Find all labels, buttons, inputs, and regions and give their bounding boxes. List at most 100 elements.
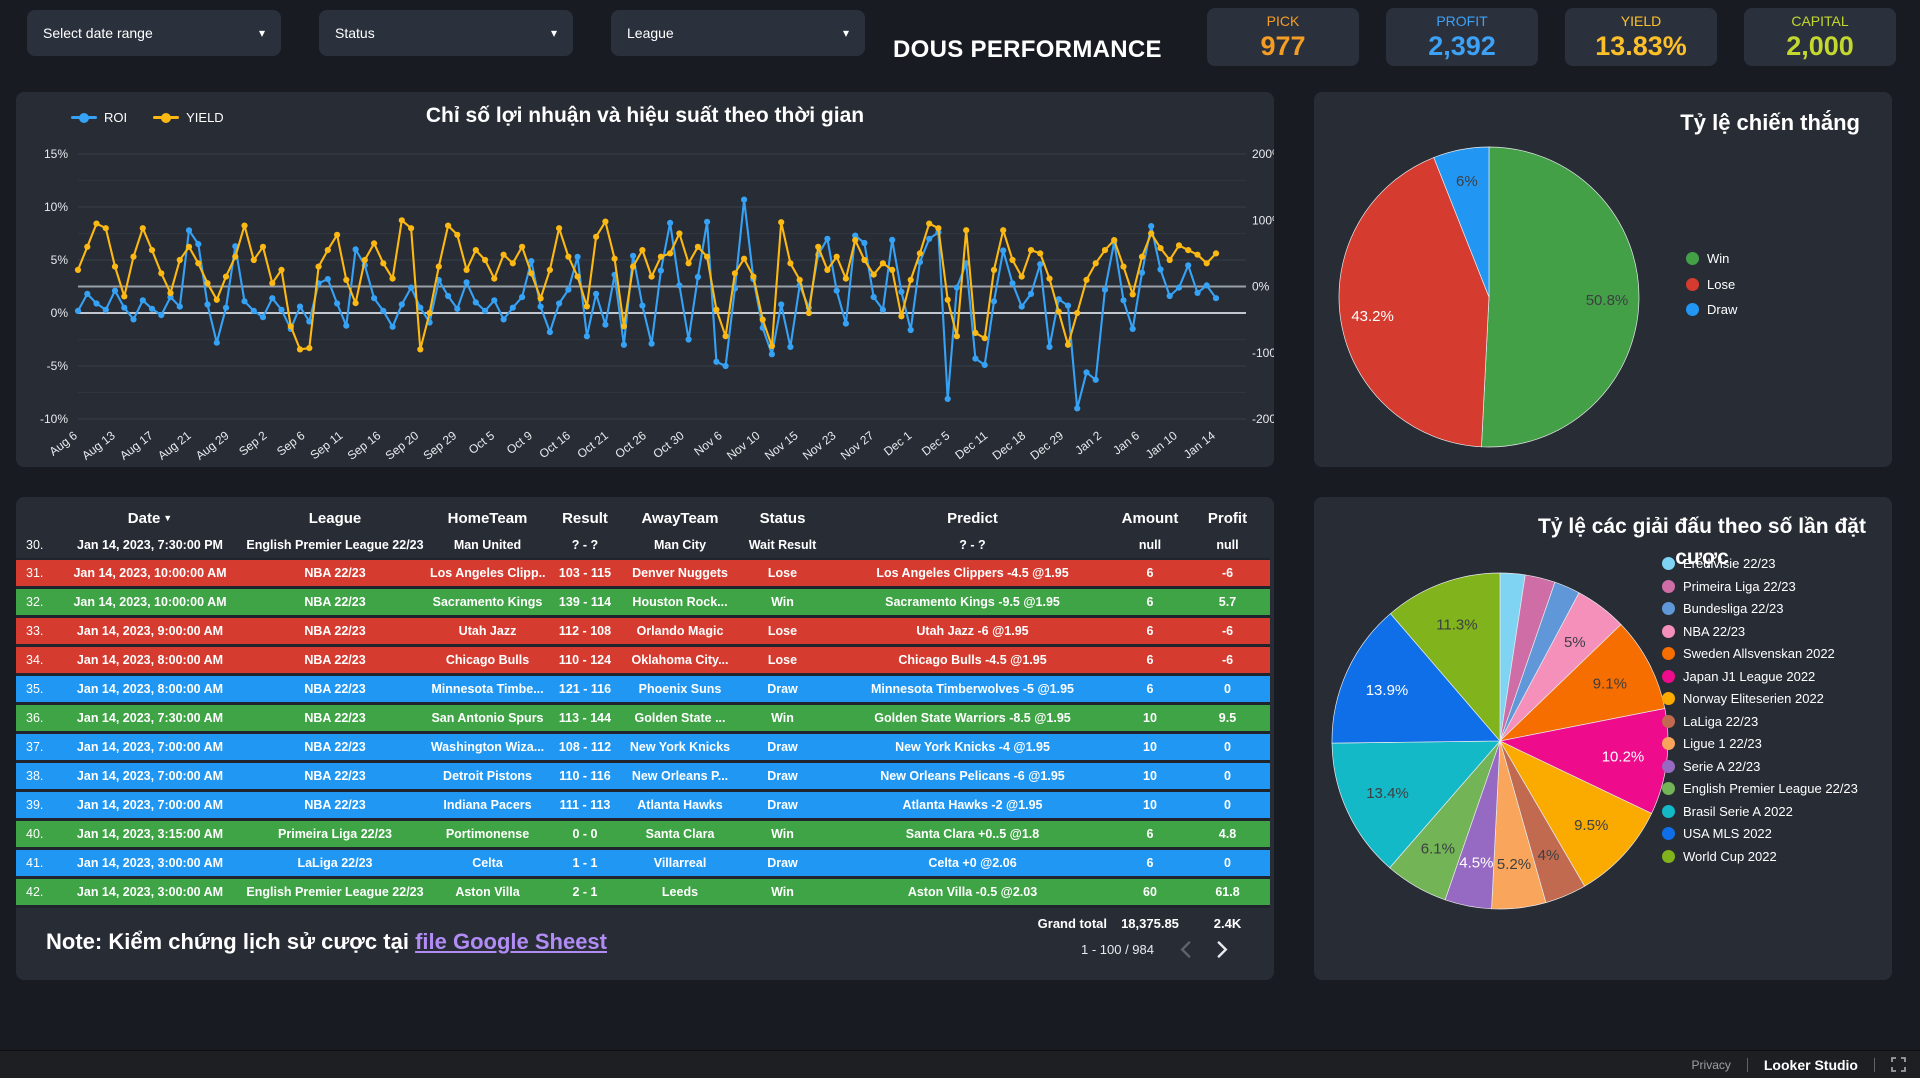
- pie-slice-usa-mls-2022[interactable]: [1331, 613, 1501, 744]
- table-header: Date ▼ League HomeTeam Result AwayTeam St…: [16, 497, 1270, 531]
- legend-dot: [1662, 804, 1675, 818]
- legend-item-english-premier-league-22-23[interactable]: English Premier League 22/23: [1662, 780, 1874, 798]
- table-row-33[interactable]: 33. Jan 14, 2023, 9:00:00 AM NBA 22/23 Utah…: [16, 618, 1270, 647]
- table-row-35[interactable]: 35. Jan 14, 2023, 8:00:00 AM NBA 22/23 Minn…: [16, 676, 1270, 705]
- column-header-date[interactable]: Date ▼: [127, 509, 173, 527]
- legend-item-win[interactable]: Win: [1686, 250, 1737, 268]
- table-row-32[interactable]: 32. Jan 14, 2023, 10:00:00 AM NBA 22/23 Sac…: [16, 589, 1270, 618]
- legend-item-serie-a-22-23[interactable]: Serie A 22/23: [1662, 758, 1874, 776]
- previous-page-button[interactable]: [1180, 941, 1191, 958]
- legend-item-usa-mls-2022[interactable]: USA MLS 2022: [1662, 825, 1874, 843]
- roi-series[interactable]: [74, 196, 1220, 412]
- pie-data-label: 13.9%: [1366, 682, 1409, 699]
- legend-item-roi[interactable]: ROI: [71, 110, 127, 125]
- legend-item-eredivisie-22-23[interactable]: Eredivisie 22/23: [1662, 555, 1874, 573]
- yield-series[interactable]: [74, 217, 1220, 353]
- left-axis-tick: -5%: [47, 359, 69, 373]
- win-rate-panel: Tỷ lệ chiến thắng 50.8% 43.2% 6% Win Lose Dr…: [1314, 92, 1892, 467]
- next-page-button[interactable]: [1217, 941, 1228, 958]
- cell-result: 108 - 112: [558, 740, 612, 754]
- date-range-filter[interactable]: Select date range ▾: [27, 10, 281, 56]
- legend-item-primeira-liga-22-23[interactable]: Primeira Liga 22/23: [1662, 578, 1874, 596]
- legend-dot: [1662, 647, 1675, 660]
- google-sheet-link[interactable]: file Google Sheest: [415, 929, 607, 954]
- table-row-36[interactable]: 36. Jan 14, 2023, 7:30:00 AM NBA 22/23 San …: [16, 705, 1270, 734]
- looker-studio-logo[interactable]: Looker Studio: [1763, 1056, 1858, 1073]
- status-filter[interactable]: Status ▾: [319, 10, 573, 56]
- legend-item-draw[interactable]: Draw: [1686, 301, 1737, 319]
- pie-slice-sweden-allsvenskan-2022[interactable]: [1498, 623, 1666, 742]
- legend-label: Japan J1 League 2022: [1683, 668, 1816, 684]
- cell-home: Chicago Bulls: [445, 653, 530, 667]
- column-header-amount[interactable]: Amount: [1121, 509, 1179, 527]
- cell-date: Jan 14, 2023, 3:15:00 AM: [76, 827, 224, 841]
- cell-date: Jan 14, 2023, 7:00:00 AM: [76, 798, 224, 812]
- league-filter[interactable]: League ▾: [611, 10, 865, 56]
- yield-swatch: [153, 112, 180, 123]
- legend-item-lose[interactable]: Lose: [1686, 276, 1737, 294]
- legend-dot: [1662, 759, 1675, 773]
- x-axis-tick: Nov 23: [800, 428, 839, 463]
- cell-amount: 6: [1146, 624, 1154, 638]
- timeline-chart-panel: 15% 10% 5% 0% -5% -10% 200% 100% 0% -100% -200% Aug…: [16, 92, 1274, 467]
- legend-item-ligue-1-22-23[interactable]: Ligue 1 22/23: [1662, 735, 1874, 753]
- cell-amount: 6: [1146, 827, 1154, 841]
- column-header-awayteam[interactable]: AwayTeam: [641, 509, 719, 527]
- league-share-legend: Eredivisie 22/23 Primeira Liga 22/23 Bunde…: [1662, 555, 1874, 870]
- right-axis-tick: 0%: [1252, 280, 1270, 294]
- x-axis-tick: Nov 15: [762, 428, 801, 463]
- column-header-predict[interactable]: Predict: [947, 509, 998, 527]
- table-row-40[interactable]: 40. Jan 14, 2023, 3:15:00 AM Primeira Liga…: [16, 821, 1270, 850]
- table-body: 30. Jan 14, 2023, 7:30:00 PM English Premi…: [16, 531, 1274, 908]
- column-header-hometeam[interactable]: HomeTeam: [447, 509, 528, 527]
- legend-item-world-cup-2022[interactable]: World Cup 2022: [1662, 848, 1874, 866]
- table-row-39[interactable]: 39. Jan 14, 2023, 7:00:00 AM NBA 22/23 Indi…: [16, 792, 1270, 821]
- league-share-title: Tỷ lệ các giải đấu theo số lần đặt cược: [1538, 515, 1866, 569]
- win-rate-pie: 50.8% 43.2% 6%: [1338, 146, 1640, 448]
- table-row-41[interactable]: 41. Jan 14, 2023, 3:00:00 AM LaLiga 22/23 C…: [16, 850, 1270, 879]
- pie-slice-win[interactable]: [1481, 146, 1640, 448]
- legend-dot: [1662, 849, 1675, 863]
- table-row-31[interactable]: 31. Jan 14, 2023, 10:00:00 AM NBA 22/23 Los…: [16, 560, 1270, 589]
- x-axis-tick: Aug 21: [155, 428, 194, 463]
- fullscreen-icon[interactable]: [1891, 1057, 1906, 1072]
- pie-slice-lose[interactable]: [1338, 157, 1490, 448]
- legend-item-brasil-serie-a-2022[interactable]: Brasil Serie A 2022: [1662, 803, 1874, 821]
- left-axis-tick: -10%: [40, 412, 68, 426]
- legend-dot: [1662, 669, 1675, 683]
- legend-label: USA MLS 2022: [1683, 826, 1772, 841]
- cell-profit: null: [1216, 537, 1239, 552]
- left-axis-tick: 5%: [51, 253, 69, 267]
- cell-num: 30.: [26, 537, 44, 552]
- legend-item-yield[interactable]: YIELD: [153, 110, 224, 125]
- cell-away: Oklahoma City...: [631, 653, 729, 667]
- column-header-profit[interactable]: Profit: [1207, 509, 1248, 527]
- legend-item-japan-j1-league-2022[interactable]: Japan J1 League 2022: [1662, 668, 1874, 686]
- table-row-34[interactable]: 34. Jan 14, 2023, 8:00:00 AM NBA 22/23 Chic…: [16, 647, 1270, 676]
- cell-amount: null: [1138, 537, 1162, 552]
- table-row-37[interactable]: 37. Jan 14, 2023, 7:00:00 AM NBA 22/23 Wash…: [16, 734, 1270, 763]
- legend-dot: [1662, 557, 1675, 570]
- x-axis-tick: Sep 20: [383, 428, 422, 463]
- table-row-42[interactable]: 42. Jan 14, 2023, 3:00:00 AM English Premi…: [16, 879, 1270, 908]
- cell-num: 35.: [26, 682, 44, 696]
- x-axis-tick: Oct 21: [574, 428, 611, 461]
- legend-label: Draw: [1707, 302, 1738, 317]
- legend-label: Win: [1707, 251, 1730, 266]
- legend-item-nba-22-23[interactable]: NBA 22/23: [1662, 623, 1874, 641]
- pie-slice-brasil-serie-a-2022[interactable]: [1331, 740, 1501, 869]
- column-header-status[interactable]: Status: [759, 509, 806, 527]
- legend-item-bundesliga-22-23[interactable]: Bundesliga 22/23: [1662, 600, 1874, 618]
- pie-slice-world-cup-2022[interactable]: [1389, 572, 1501, 742]
- pie-slice-draw[interactable]: [1433, 146, 1490, 298]
- cell-num: 39.: [26, 798, 44, 812]
- table-row-38[interactable]: 38. Jan 14, 2023, 7:00:00 AM NBA 22/23 Detr…: [16, 763, 1270, 792]
- pie-slice-norway-eliteserien-2022[interactable]: [1499, 740, 1653, 887]
- legend-item-sweden-allsvenskan-2022[interactable]: Sweden Allsvenskan 2022: [1662, 645, 1874, 663]
- legend-item-laliga-22-23[interactable]: LaLiga 22/23: [1662, 713, 1874, 731]
- column-header-result[interactable]: Result: [562, 509, 608, 527]
- legend-item-norway-eliteserien-2022[interactable]: Norway Eliteserien 2022: [1662, 690, 1874, 708]
- table-row-30[interactable]: 30. Jan 14, 2023, 7:30:00 PM English Premi…: [16, 531, 1270, 560]
- column-header-league[interactable]: League: [308, 509, 362, 527]
- privacy-link[interactable]: Privacy: [1691, 1057, 1731, 1072]
